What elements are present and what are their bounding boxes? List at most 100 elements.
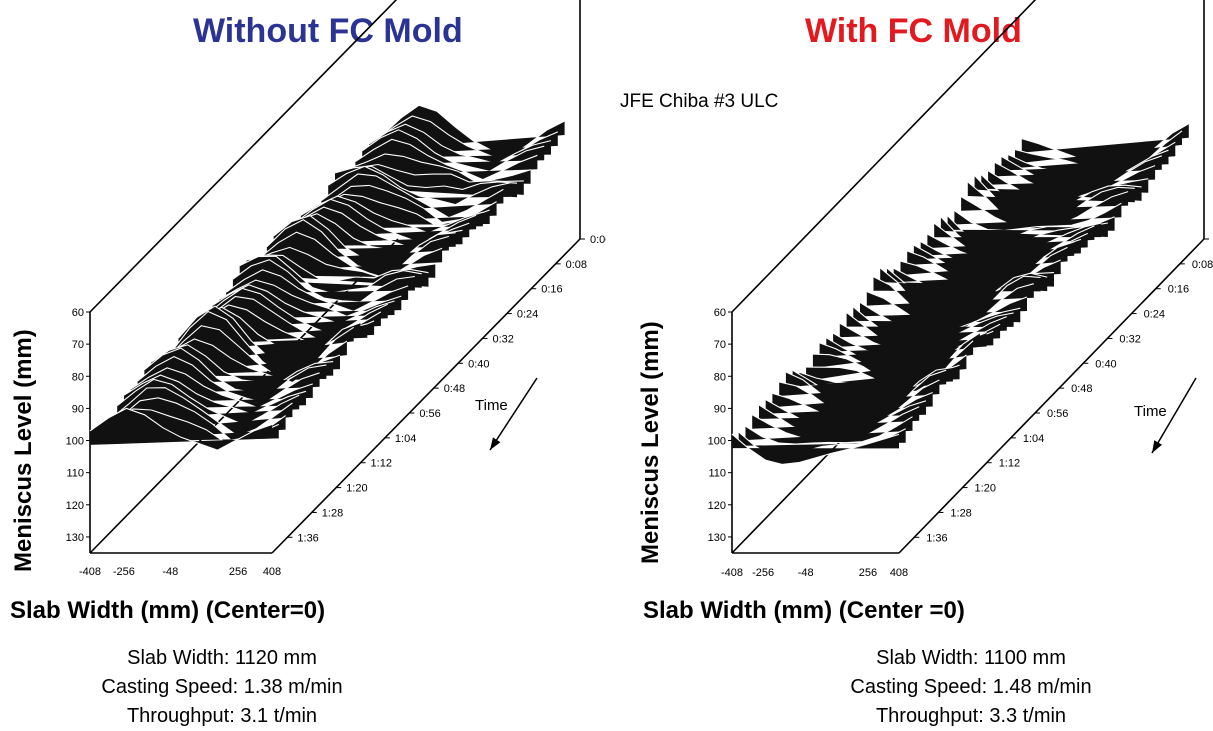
time-tick-label: 1:04 <box>395 433 416 445</box>
surface-line <box>745 416 913 445</box>
surface-line <box>219 279 402 317</box>
surface-line <box>212 284 395 325</box>
y-axis-label: Meniscus Level (mm) <box>637 321 664 564</box>
surface-line <box>348 153 531 183</box>
time-tick-label: 1:20 <box>975 483 996 495</box>
y-tick-label: 130 <box>66 532 84 544</box>
time-tick-label: 0:56 <box>419 408 440 420</box>
time-arrow-head <box>1152 440 1163 453</box>
surface-slice <box>745 416 913 445</box>
surface-line <box>321 173 504 219</box>
y-tick-label: 100 <box>708 436 726 448</box>
y-tick-label: 60 <box>72 307 84 319</box>
surface-line <box>731 433 900 465</box>
surface-line <box>123 374 307 415</box>
surface-slice <box>772 380 940 426</box>
time-tick-label: 1:36 <box>297 532 318 544</box>
surface-line <box>327 165 511 206</box>
surface-slice <box>90 408 272 451</box>
y-tick-label: 80 <box>714 371 726 383</box>
surface-slice <box>900 247 1068 295</box>
info-slab-width: Slab Width: 1100 mm <box>876 647 1066 669</box>
time-tick-label: 0:08 <box>566 259 587 271</box>
surface-line <box>259 231 443 280</box>
surface-line <box>110 387 293 437</box>
time-tick-label: 0:32 <box>1119 333 1140 345</box>
time-axis-label: Time <box>475 397 508 414</box>
x-axis-label: Slab Width (mm) (Center=0) <box>10 597 326 624</box>
y-tick-label: 110 <box>708 468 726 480</box>
x-axis-label: Slab Width (mm) (Center =0) <box>643 597 965 624</box>
surface-slice <box>273 215 456 262</box>
x-tick-label: -408 <box>721 567 743 579</box>
x-tick-label: -256 <box>113 566 135 578</box>
surface-slice <box>819 332 987 378</box>
casting-info: Slab Width: 1120 mm Casting Speed: 1.38 … <box>2 644 442 731</box>
y-tick-label: 90 <box>72 403 84 415</box>
chart-title: Without FC Mold <box>193 12 463 50</box>
y-tick-label: 90 <box>714 403 726 415</box>
y-tick-label: 70 <box>72 339 84 351</box>
info-casting-speed: Casting Speed: 1.48 m/min <box>850 676 1092 698</box>
x-tick-label: -48 <box>162 566 178 578</box>
time-tick-label: 1:36 <box>926 532 947 544</box>
time-tick-label: 0:24 <box>517 309 538 321</box>
surface-plot: 60 70 80 90 100 110 120 130 -408 -256 -48 256 408 0:0… <box>66 0 606 578</box>
surface-line <box>137 355 320 404</box>
surface-line <box>368 123 552 165</box>
surface-slice <box>752 406 920 442</box>
x-tick-label: 408 <box>263 566 281 578</box>
surface-line <box>89 407 273 451</box>
surface-line <box>171 310 355 380</box>
surface-line <box>300 195 484 234</box>
chart-title: With FC Mold <box>805 12 1022 50</box>
surface-line <box>361 129 545 172</box>
surface-slice <box>839 316 1007 352</box>
surface-slice <box>866 283 1034 332</box>
surface-slice <box>266 219 449 273</box>
surface-line <box>130 367 313 409</box>
y-tick-label: 100 <box>66 436 84 448</box>
meniscus-surface <box>731 123 1190 465</box>
surface-line <box>225 269 409 312</box>
x-tick-label: 408 <box>890 567 908 579</box>
meniscus-surface <box>89 104 565 451</box>
surface-line <box>375 115 559 162</box>
time-tick-label: 0:56 <box>1047 408 1068 420</box>
surface-line <box>144 347 327 394</box>
x-tick-label: -408 <box>79 566 101 578</box>
y-tick-label: 80 <box>72 371 84 383</box>
x-tick-label: 256 <box>229 566 247 578</box>
time-arrow <box>489 377 538 451</box>
time-arrow-head <box>490 437 501 450</box>
surface-slice <box>1021 123 1189 167</box>
time-tick-label: 1:20 <box>346 483 367 495</box>
time-tick-label: 1:04 <box>1023 433 1044 445</box>
y-tick-label: 60 <box>714 307 726 319</box>
surface-line <box>293 198 477 244</box>
x-tick-label: -48 <box>798 567 814 579</box>
time-tick-label: 0:16 <box>1168 284 1189 296</box>
surface-line <box>116 378 300 426</box>
time-tick-label: 0:48 <box>1071 383 1092 395</box>
time-tick-label: 0:00 <box>590 234 606 246</box>
time-tick-label: 0:16 <box>541 284 562 296</box>
time-tick-label: 1:28 <box>950 507 971 519</box>
surface-slice <box>779 370 947 424</box>
time-tick-label: 0:40 <box>468 358 489 370</box>
casting-info: Slab Width: 1100 mm Casting Speed: 1.48 … <box>751 644 1191 731</box>
time-tick-label: 1:12 <box>999 458 1020 470</box>
time-tick-label: 0:32 <box>492 333 513 345</box>
info-throughput: Throughput: 3.1 t/min <box>126 705 318 727</box>
x-tick-label: 256 <box>859 567 877 579</box>
surface-line <box>246 254 429 281</box>
y-tick-label: 120 <box>708 500 726 512</box>
surface-line <box>341 163 524 183</box>
y-tick-label: 120 <box>66 500 84 512</box>
surface-slice <box>927 225 1095 262</box>
time-tick-label: 1:12 <box>371 458 392 470</box>
time-tick-label: 0:40 <box>1095 358 1116 370</box>
time-axis-label: Time <box>1134 403 1167 420</box>
time-arrow <box>1151 377 1197 454</box>
y-tick-label: 110 <box>66 468 84 480</box>
